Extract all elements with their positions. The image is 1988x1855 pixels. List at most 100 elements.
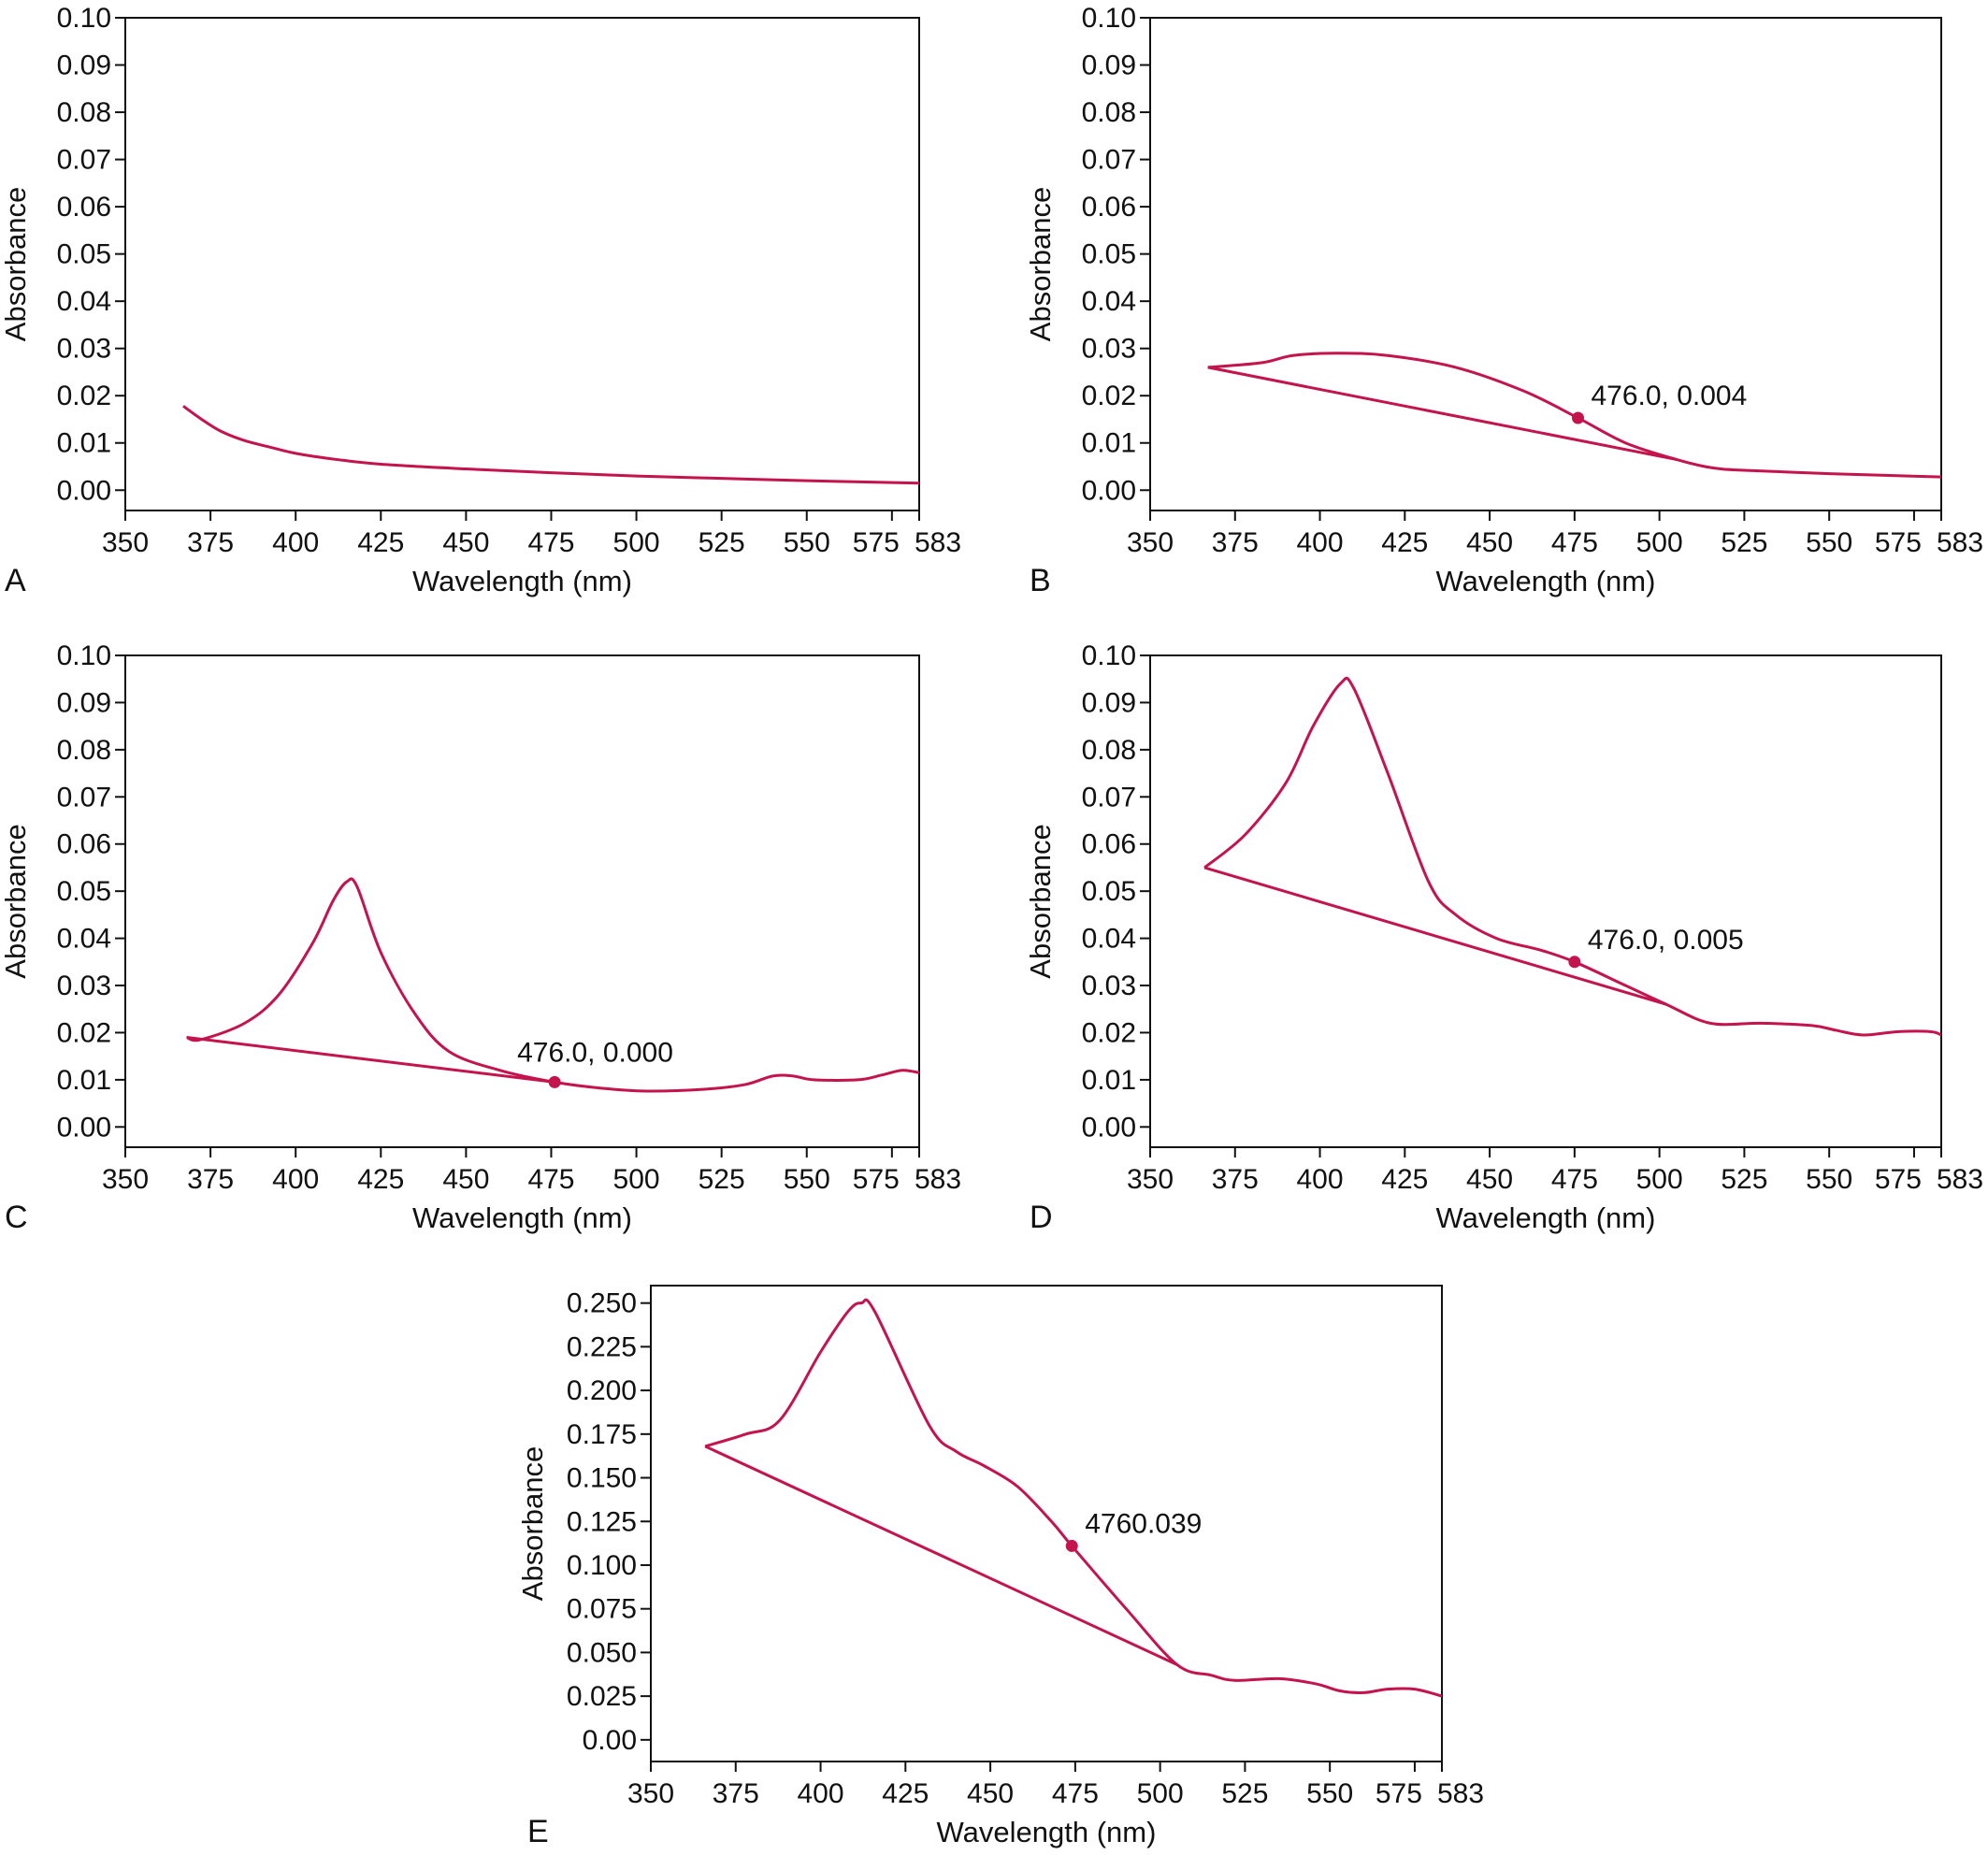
x-tick-label: 575 bbox=[1875, 1164, 1922, 1195]
annotation-label: 476.0, 0.000 bbox=[517, 1037, 673, 1068]
y-axis-label: Absorbance bbox=[1024, 187, 1057, 341]
y-tick-label: 0.00 bbox=[57, 475, 111, 506]
annotation-marker bbox=[1568, 956, 1581, 969]
x-tick-label: 400 bbox=[272, 527, 319, 558]
x-tick-label: 475 bbox=[527, 1164, 574, 1195]
x-axis-label: Wavelength (nm) bbox=[937, 1816, 1157, 1848]
x-tick-label: 525 bbox=[1721, 527, 1767, 558]
y-tick-label: 0.04 bbox=[1082, 286, 1136, 317]
y-tick-label: 0.050 bbox=[567, 1637, 637, 1668]
y-tick-label: 0.02 bbox=[1082, 1017, 1136, 1048]
x-tick-label: 450 bbox=[1466, 1164, 1513, 1195]
x-tick-label: 475 bbox=[1052, 1778, 1099, 1809]
x-tick-label: 350 bbox=[102, 527, 149, 558]
x-tick-label: 400 bbox=[1297, 527, 1344, 558]
y-tick-label: 0.01 bbox=[1082, 428, 1136, 459]
annotation-label: 476.0, 0.004 bbox=[1591, 381, 1747, 411]
y-tick-label: 0.07 bbox=[1082, 145, 1136, 176]
y-tick-label: 0.05 bbox=[57, 876, 111, 907]
y-axis-label: Absorbance bbox=[516, 1446, 549, 1601]
y-tick-label: 0.09 bbox=[57, 50, 111, 81]
x-tick-label: 475 bbox=[527, 527, 574, 558]
y-axis-label: Absorbance bbox=[0, 824, 32, 978]
chart-panel-d: 350 375 400 425 450 475 500 525 550 575 583 0.00 0.0… bbox=[1024, 640, 1983, 1235]
y-tick-label: 0.08 bbox=[57, 735, 111, 766]
y-tick-label: 0.00 bbox=[1082, 1112, 1136, 1143]
y-tick-label: 0.01 bbox=[57, 428, 111, 459]
x-tick-label: 583 bbox=[1937, 1164, 1983, 1195]
panel-label: E bbox=[527, 1814, 549, 1849]
y-tick-label: 0.06 bbox=[1082, 829, 1136, 860]
plot-frame bbox=[1149, 17, 1942, 511]
y-tick-label: 0.05 bbox=[1082, 876, 1136, 907]
x-tick-label: 550 bbox=[1306, 1778, 1353, 1809]
y-tick-label: 0.03 bbox=[1082, 334, 1136, 365]
x-axis-label: Wavelength (nm) bbox=[412, 1201, 632, 1234]
y-tick-label: 0.075 bbox=[567, 1594, 637, 1625]
y-axis-label: Absorbance bbox=[1024, 824, 1057, 978]
x-axis-label: Wavelength (nm) bbox=[1436, 565, 1656, 597]
x-tick-label: 550 bbox=[1806, 1164, 1852, 1195]
y-tick-label: 0.00 bbox=[583, 1725, 637, 1756]
x-axis-label: Wavelength (nm) bbox=[412, 565, 632, 597]
y-tick-label: 0.04 bbox=[1082, 924, 1136, 955]
x-tick-label: 550 bbox=[1806, 527, 1852, 558]
y-tick-label: 0.02 bbox=[57, 1017, 111, 1048]
x-tick-label: 375 bbox=[1212, 1164, 1259, 1195]
x-tick-label: 550 bbox=[784, 1164, 830, 1195]
x-tick-label: 425 bbox=[357, 1164, 404, 1195]
x-tick-label: 500 bbox=[1636, 527, 1683, 558]
x-tick-label: 475 bbox=[1551, 1164, 1598, 1195]
y-tick-label: 0.07 bbox=[57, 145, 111, 176]
y-tick-label: 0.08 bbox=[57, 97, 111, 128]
y-tick-label: 0.10 bbox=[57, 3, 111, 34]
x-tick-label: 350 bbox=[1127, 1164, 1174, 1195]
y-tick-label: 0.03 bbox=[1082, 971, 1136, 1001]
x-tick-label: 425 bbox=[1381, 527, 1428, 558]
annotation-label: 4760.039 bbox=[1085, 1508, 1202, 1539]
y-tick-label: 0.01 bbox=[1082, 1065, 1136, 1096]
y-tick-label: 0.08 bbox=[1082, 735, 1136, 766]
x-tick-label: 375 bbox=[187, 527, 234, 558]
x-tick-label: 350 bbox=[627, 1778, 674, 1809]
x-tick-label: 450 bbox=[967, 1778, 1014, 1809]
y-tick-label: 0.07 bbox=[57, 782, 111, 812]
y-tick-label: 0.09 bbox=[57, 687, 111, 718]
y-tick-label: 0.225 bbox=[567, 1331, 637, 1362]
x-tick-label: 475 bbox=[1551, 527, 1598, 558]
y-tick-label: 0.250 bbox=[567, 1288, 637, 1319]
y-tick-label: 0.09 bbox=[1082, 687, 1136, 718]
x-tick-label: 375 bbox=[713, 1778, 759, 1809]
x-tick-label: 575 bbox=[1376, 1778, 1422, 1809]
spectrum-line bbox=[182, 405, 920, 485]
x-tick-label: 450 bbox=[442, 527, 489, 558]
y-tick-label: 0.01 bbox=[57, 1065, 111, 1096]
spectrum-line bbox=[1203, 676, 1942, 1037]
y-tick-label: 0.06 bbox=[57, 829, 111, 860]
x-tick-label: 500 bbox=[1636, 1164, 1683, 1195]
x-tick-label: 575 bbox=[853, 527, 900, 558]
x-tick-label: 583 bbox=[1437, 1778, 1484, 1809]
x-tick-label: 583 bbox=[915, 1164, 961, 1195]
chart-panel-e: 350 375 400 425 450 475 500 525 550 575 583 0.00 0.0… bbox=[516, 1285, 1484, 1849]
spectrum-line bbox=[704, 1298, 1443, 1698]
plot-frame bbox=[124, 654, 920, 1148]
spectrum-line bbox=[1207, 352, 1942, 479]
annotation-marker bbox=[548, 1075, 561, 1088]
spectrum-line bbox=[186, 877, 920, 1093]
x-tick-label: 500 bbox=[613, 527, 660, 558]
plot-frame bbox=[124, 17, 920, 511]
y-tick-label: 0.00 bbox=[57, 1112, 111, 1143]
x-tick-label: 400 bbox=[272, 1164, 319, 1195]
plot-frame bbox=[1149, 654, 1942, 1148]
x-tick-label: 500 bbox=[613, 1164, 660, 1195]
y-tick-label: 0.02 bbox=[1082, 381, 1136, 411]
chart-panel-a: 350 375 400 425 450 475 500 525 550 575 583 0.00 0.0… bbox=[0, 3, 961, 598]
x-tick-label: 550 bbox=[784, 527, 830, 558]
x-tick-label: 425 bbox=[882, 1778, 929, 1809]
x-tick-label: 525 bbox=[699, 1164, 745, 1195]
x-tick-label: 375 bbox=[187, 1164, 234, 1195]
y-tick-label: 0.09 bbox=[1082, 50, 1136, 81]
x-tick-label: 500 bbox=[1137, 1778, 1184, 1809]
